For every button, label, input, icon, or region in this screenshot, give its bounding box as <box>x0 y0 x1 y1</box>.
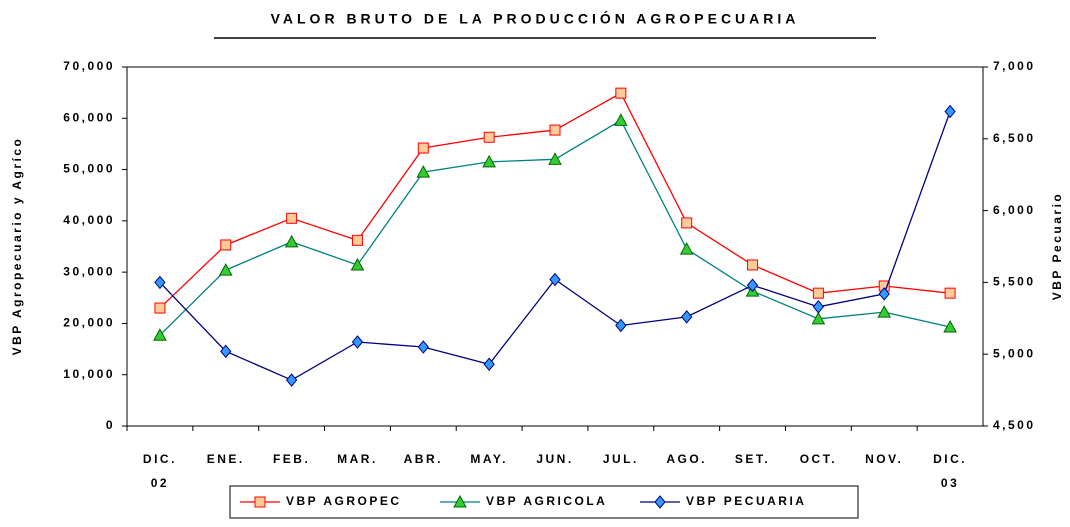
y-tick-label: 0 <box>106 418 115 432</box>
x-tick-year: 03 <box>941 476 959 490</box>
x-tick-label: MAY. <box>470 452 508 466</box>
marker <box>483 131 495 143</box>
marker <box>482 154 496 168</box>
x-tick-label: SET. <box>735 452 770 466</box>
y2-tick-label: 5,500 <box>993 275 1036 289</box>
y2-tick-label: 4,500 <box>993 418 1036 432</box>
marker <box>615 87 627 99</box>
marker <box>284 234 299 248</box>
y-axis-title: VBP Agropecuario y Agríco <box>10 137 24 356</box>
legend-label: VBP PECUARIA <box>686 494 806 508</box>
marker <box>417 142 429 154</box>
marker <box>453 494 467 508</box>
marker <box>154 275 166 290</box>
y-tick-label: 50,000 <box>63 162 115 176</box>
marker <box>614 113 628 126</box>
legend-label: VBP AGROPEC <box>286 494 402 508</box>
x-tick-label: FEB. <box>273 452 310 466</box>
marker <box>944 287 956 299</box>
marker <box>747 259 759 271</box>
y-tick-label: 20,000 <box>63 316 115 330</box>
marker <box>351 335 364 349</box>
x-tick-label: NOV. <box>865 452 903 466</box>
marker <box>548 152 562 165</box>
y2-tick-label: 6,000 <box>993 203 1036 217</box>
x-tick-year: 02 <box>151 476 169 490</box>
marker <box>811 311 826 325</box>
marker <box>285 373 298 387</box>
marker <box>681 310 693 324</box>
x-tick-label: ABR. <box>404 452 443 466</box>
marker <box>615 318 627 333</box>
y2-tick-label: 5,000 <box>993 346 1036 360</box>
marker <box>286 212 298 224</box>
marker <box>417 340 429 354</box>
y-tick-label: 70,000 <box>63 59 115 73</box>
marker <box>812 287 824 299</box>
marker <box>351 234 363 246</box>
x-tick-label: JUN. <box>536 452 573 466</box>
y2-tick-label: 6,500 <box>993 131 1036 145</box>
marker <box>681 217 693 229</box>
legend-box <box>229 485 859 519</box>
marker <box>254 496 266 508</box>
marker <box>218 263 233 276</box>
y-tick-label: 30,000 <box>63 264 115 278</box>
y-tick-label: 60,000 <box>63 110 115 124</box>
plot-area <box>126 66 984 427</box>
x-tick-label: DIC. <box>933 452 967 466</box>
x-tick-label: AGO. <box>666 452 707 466</box>
y-tick-label: 10,000 <box>63 367 115 381</box>
x-tick-label: DIC. <box>143 452 177 466</box>
x-tick-label: MAR. <box>337 452 378 466</box>
marker <box>944 104 956 119</box>
marker <box>746 278 759 293</box>
marker <box>812 300 825 314</box>
y-tick-label: 40,000 <box>63 213 115 227</box>
y2-tick-label: 7,000 <box>993 59 1036 73</box>
x-tick-label: OCT. <box>800 452 837 466</box>
marker <box>153 328 167 341</box>
marker <box>154 302 166 314</box>
legend-label: VBP AGRICOLA <box>486 494 607 508</box>
marker <box>654 495 666 509</box>
marker <box>549 124 561 136</box>
marker <box>416 165 431 178</box>
marker <box>549 272 561 287</box>
chart-title: VALOR BRUTO DE LA PRODUCCIÓN AGROPECUARI… <box>271 10 800 27</box>
marker <box>220 239 232 251</box>
marker <box>878 287 890 301</box>
marker <box>877 305 892 318</box>
marker <box>943 319 957 333</box>
y2-axis-title: VBP Pecuario <box>1050 192 1064 300</box>
marker <box>679 242 694 255</box>
series-line <box>159 111 951 381</box>
x-tick-label: JUL. <box>603 452 639 466</box>
marker <box>350 257 365 271</box>
x-tick-label: ENE. <box>207 452 245 466</box>
marker <box>220 344 232 359</box>
marker <box>483 357 495 372</box>
